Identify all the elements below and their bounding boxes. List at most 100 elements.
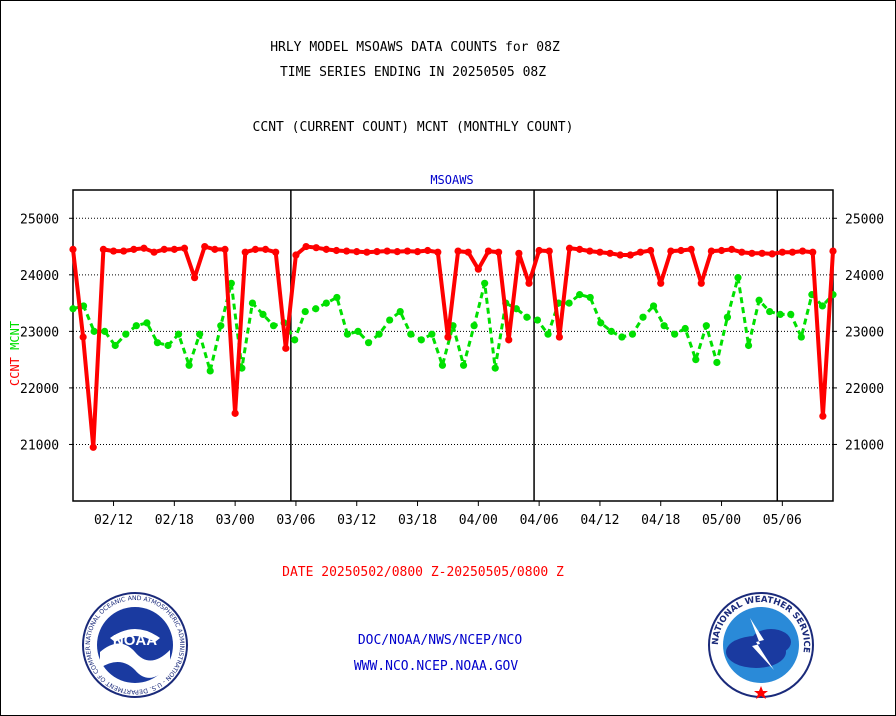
data-point-mcnt [174,330,183,338]
data-point-ccnt [809,248,817,256]
data-point-ccnt [799,247,807,255]
x-tick-label: 02/12 [94,513,133,528]
y-tick-label-left: 25000 [20,212,59,227]
data-point-ccnt [302,242,310,251]
y-axis-label-mcnt: MCNT [8,321,22,357]
data-point-mcnt [79,302,88,310]
x-tick-label: 05/00 [702,513,741,528]
data-point-mcnt [122,330,130,338]
data-point-ccnt [373,248,381,256]
data-point-ccnt [505,336,513,344]
data-point-mcnt [734,274,742,282]
data-point-ccnt [353,248,361,256]
data-point-mcnt [597,319,605,327]
plot-area [72,189,834,502]
nco-website-link[interactable]: WWW.NCO.NCEP.NOAA.GOV [353,659,519,674]
date-range-label: DATE 20250502/0800 Z-20250505/0800 Z [282,565,564,580]
data-point-ccnt [251,245,259,253]
data-point-mcnt [132,322,140,330]
data-point-mcnt [269,322,278,330]
data-point-ccnt [586,247,594,255]
data-point-ccnt [484,247,493,255]
x-tick-label: 05/06 [763,513,802,528]
data-point-ccnt [717,246,726,255]
data-point-ccnt [697,279,705,287]
data-point-mcnt [776,310,784,318]
data-point-mcnt [713,358,721,367]
chart-title-line1: HRLY MODEL MSOAWS DATA COUNTS for 08Z [270,40,560,55]
data-point-mcnt [428,330,436,338]
data-point-ccnt [515,249,523,257]
data-point-ccnt [201,242,209,251]
data-point-ccnt [79,333,87,341]
data-point-mcnt [459,361,468,369]
data-point-ccnt [180,244,189,252]
data-point-mcnt [491,364,499,372]
data-point-mcnt [438,361,447,369]
series-line-ccnt [71,244,835,450]
y-axis-label-ccnt: CCNT [8,357,22,386]
y-tick-label-left: 24000 [20,269,59,284]
data-point-mcnt [755,296,763,304]
y-tick-label-right: 25000 [845,212,884,227]
data-point-ccnt [687,245,695,253]
doc-noaa-link[interactable]: DOC/NOAA/NWS/NCEP/NCO [357,633,523,648]
data-point-mcnt [153,339,162,347]
data-point-ccnt [616,251,624,259]
data-point-mcnt [660,322,668,330]
data-point-mcnt [544,330,552,338]
data-point-mcnt [692,356,700,364]
y-tick-label-left: 21000 [20,438,59,453]
data-point-ccnt [89,443,97,451]
data-point-ccnt [99,245,107,253]
star-icon [754,686,768,699]
data-point-ccnt [170,245,178,253]
data-point-mcnt [797,333,805,341]
y-tick-label-right: 24000 [845,269,884,284]
data-point-ccnt [109,247,118,255]
data-point-ccnt [140,244,148,252]
data-point-mcnt [702,322,710,330]
data-point-ccnt [272,248,280,256]
data-point-ccnt [322,245,330,253]
x-tick-label: 04/12 [580,513,619,528]
x-tick-label: 04/06 [520,513,559,528]
data-point-mcnt [787,310,795,318]
data-point-mcnt [723,313,732,321]
y-tick-label-right: 22000 [845,382,884,397]
data-point-ccnt [565,244,574,252]
data-point-ccnt [211,245,219,253]
data-point-mcnt [628,330,637,338]
data-point-ccnt [576,245,584,253]
data-point-ccnt [69,245,77,253]
data-point-mcnt [649,302,658,310]
data-point-ccnt [525,279,533,287]
data-point-ccnt [758,249,766,257]
data-point-ccnt [444,333,452,341]
data-point-ccnt [332,246,341,255]
data-point-mcnt [671,330,679,338]
data-point-ccnt [636,248,645,256]
x-tick-label: 04/00 [459,513,498,528]
data-point-ccnt [555,333,564,341]
data-point-mcnt [90,327,98,335]
data-point-ccnt [788,248,797,256]
data-point-mcnt [470,322,478,330]
y-tick-label-right: 23000 [845,325,884,340]
x-tick-label: 02/18 [155,513,194,528]
data-point-ccnt [150,248,158,256]
data-point-mcnt [375,330,383,338]
data-point-ccnt [312,244,320,252]
data-point-mcnt [396,307,404,316]
data-point-mcnt [248,299,257,307]
data-point-ccnt [160,245,168,253]
data-point-mcnt [143,319,151,327]
data-point-mcnt [744,341,753,350]
data-point-ccnt [474,265,482,273]
data-point-ccnt [130,245,138,253]
data-point-ccnt [545,247,553,255]
x-tick-label: 03/18 [398,513,437,528]
data-point-ccnt [778,248,786,256]
x-tick-label: 03/00 [216,513,255,528]
